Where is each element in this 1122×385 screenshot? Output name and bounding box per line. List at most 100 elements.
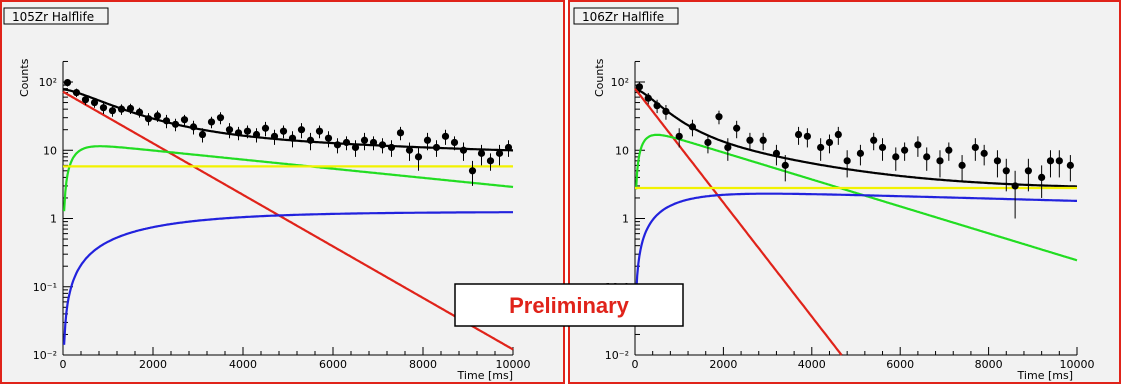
data-point <box>688 123 697 131</box>
data-point <box>971 143 979 152</box>
data-point <box>351 143 360 152</box>
x-axis-label: Time [ms] <box>457 369 513 382</box>
preliminary-box <box>454 283 684 327</box>
x-tick-label: 6000 <box>886 358 914 371</box>
data-point <box>198 130 207 139</box>
data-point <box>495 149 504 157</box>
data-point <box>504 143 513 152</box>
x-tick-label: 4000 <box>229 358 257 371</box>
data-point <box>1011 182 1019 190</box>
x-tick-label: 2000 <box>709 358 737 371</box>
data-point <box>958 161 966 169</box>
data-point <box>1055 157 1063 165</box>
x-tick-label: 10000 <box>496 358 531 371</box>
data-point <box>923 153 931 161</box>
data-point <box>207 118 216 126</box>
data-point <box>441 132 450 140</box>
data-point <box>216 114 225 122</box>
data-point <box>333 141 342 149</box>
data-point <box>772 149 781 157</box>
data-point <box>856 149 865 157</box>
data-point <box>360 136 369 144</box>
data-point <box>817 143 825 152</box>
y-tick-label: 10⁻¹ <box>33 281 57 294</box>
data-point <box>644 94 652 102</box>
data-point <box>733 124 741 132</box>
data-point <box>825 138 834 147</box>
y-tick-label: 1 <box>622 213 629 226</box>
data-point <box>980 149 988 157</box>
x-tick-label: 2000 <box>139 358 167 371</box>
data-point <box>243 127 252 135</box>
data-point <box>396 129 405 137</box>
data-point <box>1002 167 1010 175</box>
data-point <box>153 112 162 120</box>
x-tick-label: 10000 <box>1060 358 1095 371</box>
data-point <box>135 108 144 116</box>
data-point <box>459 146 468 154</box>
plot-layer: 0 2000 4000 6000 8000 10000 10⁻² 10⁻¹ 1 10 10² <box>33 60 531 371</box>
data-point <box>306 136 315 144</box>
data-point <box>108 107 117 115</box>
y-tick-label: 10⁻² <box>605 349 629 362</box>
data-point <box>162 117 171 125</box>
data-point <box>432 143 441 152</box>
y-tick-label: 10² <box>39 76 57 89</box>
data-point <box>704 138 712 147</box>
data-point <box>936 157 944 165</box>
y-axis-label: Counts <box>593 58 606 97</box>
fit-curve-grow_decay <box>63 145 514 212</box>
x-tick-label: 8000 <box>975 358 1003 371</box>
plot-title-box <box>573 7 679 25</box>
fit-curve-exp <box>62 90 514 351</box>
data-point <box>414 153 423 161</box>
data-point <box>180 116 189 124</box>
data-point <box>803 132 811 140</box>
data-point <box>279 127 288 135</box>
y-tick-label: 10 <box>43 144 57 157</box>
plot-title: 106Zr Halflife <box>582 10 664 24</box>
data-point <box>662 107 670 116</box>
data-point <box>387 143 396 152</box>
data-point <box>878 143 887 152</box>
data-point <box>746 136 754 144</box>
data-point <box>423 136 432 144</box>
data-point <box>914 141 922 149</box>
x-tick-label: 4000 <box>798 358 826 371</box>
right-pad-frame <box>568 0 1121 384</box>
data-point <box>405 146 414 154</box>
data-point <box>715 113 723 121</box>
plot-title-box <box>3 7 109 25</box>
y-tick-label: 1 <box>50 213 57 226</box>
plot-title: 105Zr Halflife <box>12 10 94 24</box>
y-tick-label: 10⁻² <box>33 349 57 362</box>
data-point <box>99 104 108 112</box>
data-point <box>450 138 459 147</box>
data-point <box>81 96 90 104</box>
x-axis-label: Time [ms] <box>1017 369 1073 382</box>
data-point <box>117 105 126 113</box>
fit-curve-total <box>634 87 1077 188</box>
data-point <box>288 134 297 142</box>
data-point <box>843 157 851 165</box>
data-point <box>315 127 324 135</box>
data-point <box>261 124 270 132</box>
x-tick-label: 8000 <box>409 358 437 371</box>
data-point <box>759 136 767 144</box>
data-point <box>724 143 732 152</box>
data-point <box>635 83 644 91</box>
data-point <box>892 153 900 161</box>
data-point <box>225 126 234 134</box>
data-point <box>369 138 378 147</box>
data-point <box>90 98 99 107</box>
data-point <box>297 126 306 134</box>
data-point <box>477 149 486 157</box>
x-tick-label: 6000 <box>319 358 347 371</box>
fit-curve-saturate_decay <box>635 192 1077 296</box>
data-point <box>486 157 495 165</box>
data-point <box>378 141 387 149</box>
data-point <box>993 157 1002 165</box>
data-point <box>870 136 878 144</box>
data-point <box>63 78 72 87</box>
data-point <box>324 134 333 142</box>
